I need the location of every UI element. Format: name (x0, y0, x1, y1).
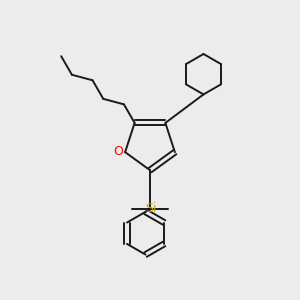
Text: O: O (114, 145, 124, 158)
Text: Si: Si (145, 202, 156, 215)
